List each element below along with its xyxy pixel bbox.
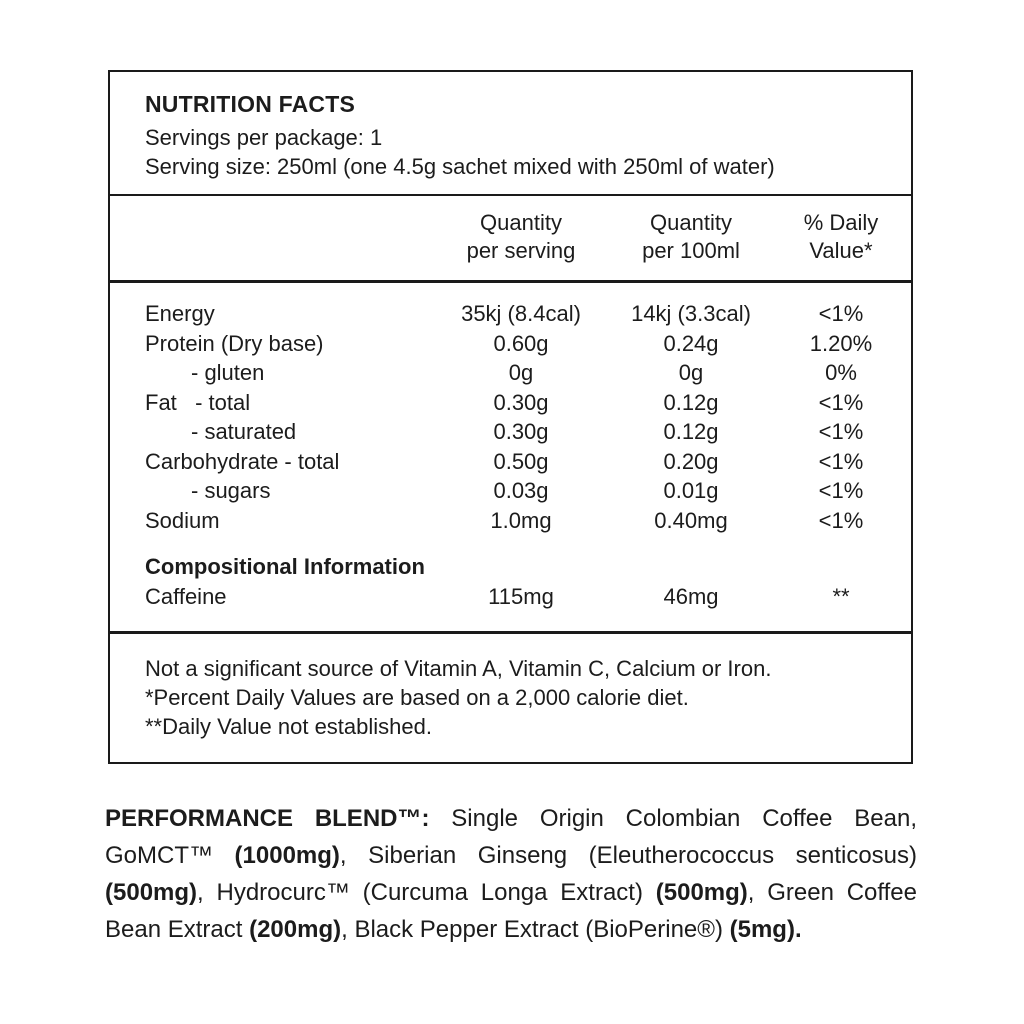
table-row-protein: Protein (Dry base) 0.60g 0.24g 1.20% xyxy=(145,329,901,359)
servings-per-package-line: Servings per package: 1 xyxy=(145,125,383,150)
row-value-per-serving: 0.03g xyxy=(493,478,549,503)
row-value-daily: <1% xyxy=(818,419,864,444)
blend-amount: (5mg). xyxy=(729,916,802,943)
blend-title: PERFORMANCE BLEND™: xyxy=(105,805,452,832)
row-label: - saturated xyxy=(191,419,297,444)
row-label: - sugars xyxy=(191,478,271,503)
table-row-sugars: - sugars 0.03g 0.01g <1% xyxy=(145,476,901,506)
serving-size-line: Serving size: 250ml (one 4.5g sachet mix… xyxy=(145,154,775,179)
row-value-per-serving: 35kj (8.4cal) xyxy=(461,301,581,326)
blend-amount: (200mg) xyxy=(249,916,342,943)
blend-amount: (1000mg) xyxy=(234,842,340,869)
column-header-line: per 100ml xyxy=(642,238,740,263)
row-value-per-serving: 115mg xyxy=(488,583,554,609)
row-value-per-100ml: 0.12g xyxy=(663,389,719,415)
blend-text: , Black Pepper Extract (BioPerine®) xyxy=(341,916,730,943)
footnotes-section: Not a significant source of Vitamin A, V… xyxy=(110,634,911,762)
blend-text: , Hydrocurc™ (Curcuma Longa Extract) xyxy=(197,879,656,906)
row-value-daily: ** xyxy=(832,583,850,609)
row-value-per-100ml: 46mg xyxy=(663,583,719,609)
blend-amount: (500mg) xyxy=(655,879,748,906)
footnotes-divider xyxy=(110,631,911,634)
table-row-sodium: Sodium 1.0mg 0.40mg <1% xyxy=(145,506,901,536)
blend-text: , Siberian Ginseng (Eleutherococcus sent… xyxy=(339,842,918,869)
column-header-quantity-per-100ml: Quantity per 100ml xyxy=(601,209,781,265)
column-header-line: Quantity xyxy=(480,210,562,235)
header-divider xyxy=(110,194,911,196)
row-label: Fat - total xyxy=(145,389,251,415)
table-row-energy: Energy 35kj (8.4cal) 14kj (3.3cal) <1% xyxy=(145,299,901,329)
row-value-per-serving: 0g xyxy=(508,360,534,385)
label-header: NUTRITION FACTS Servings per package: 1 … xyxy=(110,72,911,194)
column-header-daily-value: % Daily Value* xyxy=(781,209,901,265)
column-header-line: per serving xyxy=(466,238,576,263)
nutrition-facts-panel: NUTRITION FACTS Servings per package: 1 … xyxy=(108,70,913,764)
row-value-per-serving: 1.0mg xyxy=(490,507,552,533)
table-row-fat-saturated: - saturated 0.30g 0.12g <1% xyxy=(145,417,901,447)
column-header-line: Quantity xyxy=(650,210,732,235)
blend-amount: (500mg) xyxy=(105,879,198,906)
row-value-daily: <1% xyxy=(818,389,864,415)
row-value-daily: <1% xyxy=(818,448,864,474)
row-label: Energy xyxy=(145,301,215,326)
blend-text: , Green Coffee Bean Extract xyxy=(105,879,917,943)
row-value-per-100ml: 0.12g xyxy=(663,419,719,444)
row-value-per-100ml: 0.40mg xyxy=(654,507,728,533)
footnote-daily-value-not-established: **Daily Value not established. xyxy=(145,714,432,739)
nutrition-table: Energy 35kj (8.4cal) 14kj (3.3cal) <1% P… xyxy=(110,283,911,631)
table-row-fat-total: Fat - total 0.30g 0.12g <1% xyxy=(145,388,901,418)
row-label: Caffeine xyxy=(145,583,227,609)
performance-blend-paragraph: PERFORMANCE BLEND™: Single Origin Colomb… xyxy=(105,800,917,948)
row-value-per-100ml: 0.24g xyxy=(663,330,719,356)
row-label: Sodium xyxy=(145,507,220,533)
row-label: Protein (Dry base) xyxy=(145,330,324,356)
column-header-divider xyxy=(110,280,911,283)
row-value-per-100ml: 0g xyxy=(678,360,704,385)
compositional-information-header: Compositional Information xyxy=(145,554,425,579)
row-value-per-serving: 0.60g xyxy=(493,330,549,356)
footnote-percent-daily-values: *Percent Daily Values are based on a 2,0… xyxy=(145,685,689,710)
row-value-per-100ml: 0.01g xyxy=(663,478,719,503)
row-value-daily: <1% xyxy=(818,478,864,503)
column-header-quantity-per-serving: Quantity per serving xyxy=(441,209,601,265)
row-value-per-serving: 0.30g xyxy=(493,419,549,444)
footnote-significant-source: Not a significant source of Vitamin A, V… xyxy=(145,656,772,681)
row-value-per-serving: 0.30g xyxy=(493,389,549,415)
blend-text: Single Origin Colombian Coffee Bean, GoM… xyxy=(105,805,917,869)
row-value-per-serving: 0.50g xyxy=(493,448,549,474)
row-label: Carbohydrate - total xyxy=(145,448,340,474)
row-value-daily: 0% xyxy=(825,360,857,385)
table-row-caffeine: Caffeine 115mg 46mg ** xyxy=(145,582,901,612)
nutrition-facts-title: NUTRITION FACTS xyxy=(145,91,355,117)
row-value-per-100ml: 14kj (3.3cal) xyxy=(631,301,751,326)
row-value-daily: 1.20% xyxy=(809,330,873,356)
table-row-carbohydrate: Carbohydrate - total 0.50g 0.20g <1% xyxy=(145,447,901,477)
column-header-line: Value* xyxy=(809,238,873,263)
table-row-gluten: - gluten 0g 0g 0% xyxy=(145,358,901,388)
row-label: - gluten xyxy=(191,360,265,385)
column-header-line: % Daily xyxy=(803,210,879,235)
row-value-per-100ml: 0.20g xyxy=(663,448,719,474)
row-value-daily: <1% xyxy=(818,507,864,533)
column-header-row: Quantity per serving Quantity per 100ml … xyxy=(110,196,911,280)
row-value-daily: <1% xyxy=(818,301,864,326)
